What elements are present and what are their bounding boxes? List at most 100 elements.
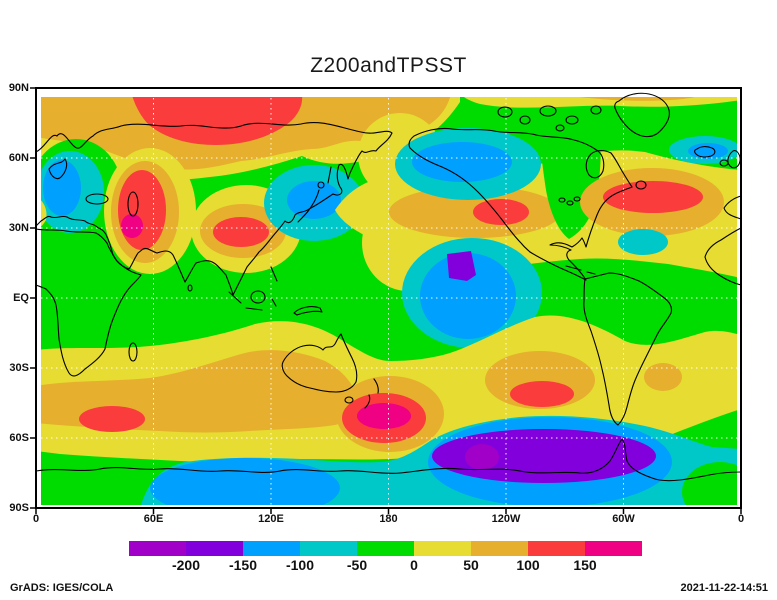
- contour-region-eqpacific-violet-core: [447, 251, 476, 281]
- y-axis-label-60N: 60N: [8, 152, 29, 164]
- colorbar-label-100: 100: [516, 557, 540, 573]
- footer-timestamp: 2021-11-22-14:51: [680, 582, 768, 594]
- coastline: [694, 146, 716, 158]
- contour-region-arctic-america-orange-strip: [579, 97, 695, 101]
- coastline: [35, 122, 393, 296]
- x-axis-label-0-0: 0: [32, 513, 40, 525]
- colorbar-label-150: 150: [573, 557, 597, 573]
- coastline: [48, 158, 68, 180]
- coastline: [281, 333, 358, 393]
- colorbar-label--200: -200: [171, 557, 201, 573]
- coastline: [373, 378, 379, 394]
- coastline: [245, 307, 263, 311]
- contour-fill-layer: [41, 97, 737, 505]
- y-axis-label-60S: 60S: [9, 432, 29, 444]
- colorbar-segment-5: [414, 541, 471, 556]
- gridline-layer: [36, 88, 741, 508]
- footer-credit: GrADS: IGES/COLA: [10, 582, 114, 594]
- island-outline: [344, 396, 354, 404]
- coastline: [271, 298, 277, 307]
- plot-title: Z200andTPSST: [310, 54, 467, 77]
- coastline: [327, 166, 332, 184]
- island-outline: [250, 290, 266, 304]
- contour-region-npacific-blue-core: [412, 142, 512, 182]
- contour-region-subtropical-atlantic-cyan: [618, 229, 668, 255]
- coastline: [727, 150, 741, 169]
- coastline: [704, 227, 742, 286]
- y-axis-label-90S: 90S: [9, 502, 29, 514]
- coastline: [293, 306, 323, 316]
- coastline: [364, 394, 371, 409]
- coastline: [583, 272, 673, 426]
- coastline: [270, 266, 278, 282]
- contour-region-west-asia-red-high: [118, 170, 166, 250]
- colorbar-label-0: 0: [410, 557, 418, 573]
- colorbar-label--150: -150: [228, 557, 258, 573]
- y-axis-label-30S: 30S: [9, 362, 29, 374]
- coastline: [409, 147, 531, 253]
- contour-region-japan-blue-core: [287, 181, 341, 219]
- y-axis-label-30N: 30N: [8, 222, 29, 234]
- y-axis-label-EQ: EQ: [13, 292, 29, 304]
- x-axis-label-0-6: 0: [737, 513, 745, 525]
- island-outline: [566, 200, 574, 206]
- contour-region-china-red-high: [213, 217, 269, 247]
- colorbar-label--50: -50: [346, 557, 368, 573]
- island-outline: [127, 191, 139, 217]
- map-canvas: [30, 87, 742, 514]
- coastline: [228, 291, 242, 304]
- colorbar-label--100: -100: [285, 557, 315, 573]
- contour-region-siberia-red-high: [132, 97, 303, 145]
- colorbar-segment-1: [186, 541, 243, 556]
- coastline: [586, 271, 596, 275]
- island-outline: [555, 124, 565, 132]
- island-outline: [590, 105, 602, 115]
- island-outline: [558, 197, 566, 203]
- x-axis-label-60W-5: 60W: [612, 513, 635, 525]
- island-outline: [497, 106, 513, 118]
- x-axis-label-60E-1: 60E: [143, 513, 164, 525]
- colorbar-segment-3: [300, 541, 357, 556]
- island-outline: [128, 342, 138, 362]
- contour-region-nz-magenta-core: [357, 403, 411, 429]
- contour-region-sindian-red-high: [79, 406, 145, 432]
- colorbar: [129, 541, 642, 556]
- contour-region-southern-ocean-purple-core: [465, 444, 499, 470]
- colorbar-segment-0: [129, 541, 186, 556]
- contour-region-natlantic-red-high: [603, 181, 703, 213]
- contour-region-uswest-red-high: [473, 199, 529, 225]
- x-axis-label-180-3: 180: [379, 513, 398, 525]
- island-outline: [519, 115, 531, 125]
- coastline-layer: [35, 92, 742, 482]
- island-outline: [187, 284, 193, 292]
- y-axis-label-90N: 90N: [8, 82, 29, 94]
- contour-region-eqpacific-blue-core: [420, 253, 516, 339]
- x-axis-label-120E-2: 120E: [258, 513, 284, 525]
- island-outline: [85, 193, 109, 205]
- x-axis-label-120W-4: 120W: [491, 513, 521, 525]
- coastline: [529, 186, 633, 281]
- colorbar-segment-6: [471, 541, 528, 556]
- contour-region-scandinavia-blue-core: [43, 160, 81, 216]
- contour-region-sepacific-red-high: [510, 381, 574, 407]
- coastline: [723, 195, 742, 220]
- contour-region-satlantic-orange-patch: [644, 363, 682, 391]
- colorbar-segment-7: [528, 541, 585, 556]
- coastline: [35, 438, 742, 482]
- island-outline: [539, 105, 557, 117]
- island-outline: [635, 180, 647, 190]
- colorbar-segment-4: [357, 541, 414, 556]
- coastline: [565, 265, 582, 271]
- colorbar-segment-8: [585, 541, 642, 556]
- coastline: [35, 228, 142, 377]
- coastline: [614, 92, 670, 138]
- island-outline: [719, 159, 729, 167]
- colorbar-segment-2: [243, 541, 300, 556]
- coastline: [408, 127, 633, 188]
- coastline: [297, 189, 320, 223]
- island-outline: [565, 115, 579, 125]
- contour-region-mideast-magenta-core: [121, 214, 143, 238]
- island-outline: [573, 196, 581, 202]
- axis-tick-layer: [30, 87, 742, 514]
